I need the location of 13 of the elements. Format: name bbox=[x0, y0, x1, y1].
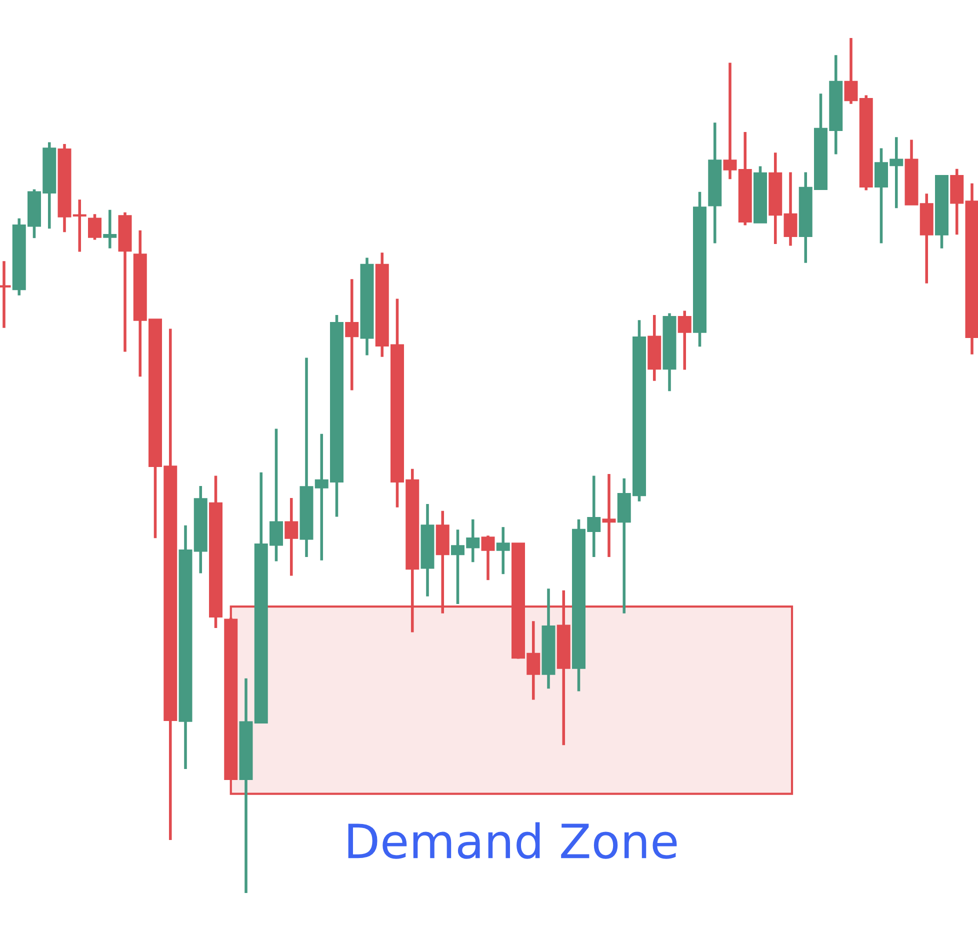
candlestick bbox=[844, 36, 858, 106]
candlestick bbox=[784, 170, 798, 248]
band-label: Demand Zone bbox=[348, 822, 677, 859]
candlestick bbox=[103, 208, 117, 250]
candlestick bbox=[345, 278, 359, 392]
candlestick bbox=[723, 61, 737, 180]
candlestick bbox=[602, 472, 616, 558]
candlestick bbox=[496, 526, 510, 576]
candlestick bbox=[678, 309, 692, 372]
candlestick bbox=[481, 534, 495, 582]
candlestick bbox=[284, 496, 298, 578]
candlestick bbox=[88, 212, 102, 242]
candlestick bbox=[72, 198, 86, 254]
